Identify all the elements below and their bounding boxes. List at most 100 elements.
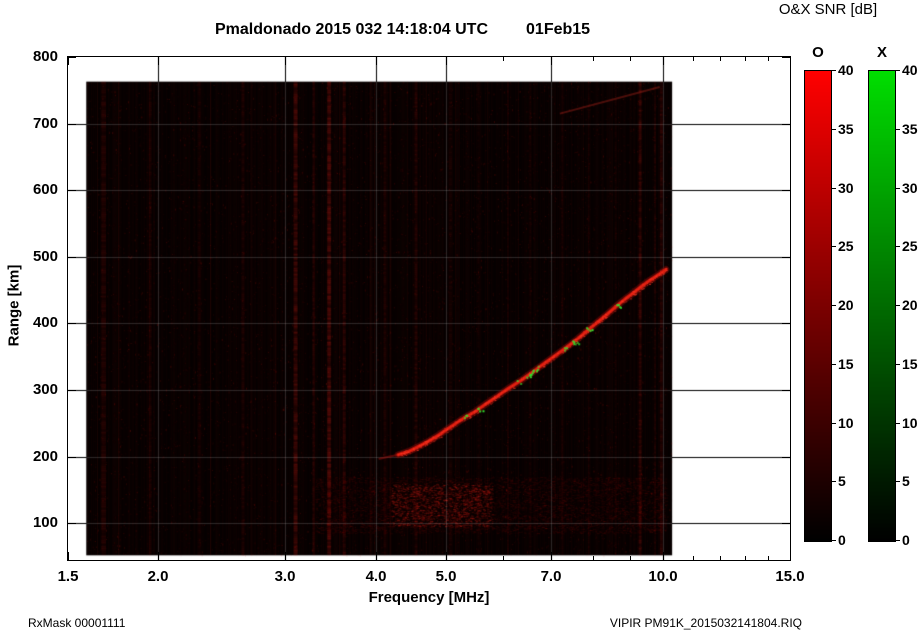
y-tick-mark: [782, 57, 790, 58]
y-tick-mark: [782, 523, 790, 524]
y-tick-mark: [68, 390, 76, 391]
x-colorbar-tick-label: 40: [902, 62, 918, 78]
x-colorbar-tick-label: 35: [902, 120, 918, 137]
ionogram-canvas: [67, 56, 791, 561]
x-colorbar-tick-label: 20: [902, 297, 918, 313]
x-colorbar-tick-mark: [896, 364, 900, 365]
o-colorbar: [804, 70, 832, 542]
o-colorbar-tick-label: 10: [838, 414, 854, 431]
y-tick-mark: [68, 257, 76, 258]
o-colorbar-tick-mark: [832, 423, 836, 424]
plot-title: Pmaldonado 2015 032 14:18:04 UTC 01Feb15: [215, 21, 590, 39]
x-minor-tick-mark: [593, 556, 594, 560]
y-tick-mark: [68, 457, 76, 458]
x-colorbar-tick-mark: [896, 423, 900, 424]
y-tick-mark: [782, 257, 790, 258]
x-tick-mark: [446, 552, 447, 560]
x-minor-tick-mark: [503, 57, 504, 61]
x-colorbar-letter: X: [876, 44, 887, 61]
x-minor-tick-mark: [593, 57, 594, 61]
x-colorbar-tick-label: 25: [902, 238, 918, 255]
o-colorbar-tick-label: 20: [838, 297, 854, 313]
o-colorbar-tick-mark: [832, 70, 836, 71]
x-tick-mark: [446, 57, 447, 65]
y-tick-mark: [782, 457, 790, 458]
o-colorbar-tick-mark: [832, 481, 836, 482]
plot-date: 01Feb15: [526, 21, 591, 38]
x-tick-mark: [551, 57, 552, 65]
x-colorbar-tick-mark: [896, 129, 900, 130]
x-colorbar-tick-label: 0: [902, 532, 910, 548]
x-tick-mark: [68, 57, 69, 65]
x-tick-mark: [663, 57, 664, 65]
x-colorbar-tick-label: 10: [902, 414, 918, 431]
x-tick-label: 10.0: [648, 568, 678, 585]
x-tick-mark: [68, 552, 69, 560]
x-minor-tick-mark: [630, 57, 631, 61]
x-colorbar-tick-label: 30: [902, 179, 918, 196]
x-minor-tick-mark: [693, 556, 694, 560]
x-colorbar-tick-mark: [896, 70, 900, 71]
y-tick-label: 100: [32, 514, 58, 531]
x-tick-mark: [663, 552, 664, 560]
y-tick-label: 500: [32, 248, 58, 265]
o-colorbar-tick-mark: [832, 364, 836, 365]
colorbar-title: O&X SNR [dB]: [778, 1, 878, 18]
x-tick-label: 2.0: [147, 568, 169, 585]
y-tick-mark: [68, 523, 76, 524]
x-minor-tick-mark: [720, 57, 721, 61]
x-colorbar-tick-label: 15: [902, 355, 918, 372]
x-colorbar-tick-label: 5: [902, 473, 910, 490]
x-tick-mark: [376, 552, 377, 560]
x-tick-mark: [158, 57, 159, 65]
x-minor-tick-mark: [503, 556, 504, 560]
x-colorbar-tick-mark: [896, 188, 900, 189]
y-tick-mark: [782, 323, 790, 324]
x-tick-mark: [285, 57, 286, 65]
y-tick-label: 600: [32, 181, 58, 198]
y-tick-mark: [68, 323, 76, 324]
x-minor-tick-mark: [745, 556, 746, 560]
o-colorbar-tick-label: 35: [838, 120, 854, 137]
x-tick-mark: [790, 552, 791, 560]
x-axis-label: Frequency [MHz]: [368, 589, 490, 606]
o-colorbar-tick-mark: [832, 540, 836, 541]
x-tick-label: 3.0: [274, 568, 296, 585]
y-tick-label: 800: [32, 48, 58, 65]
x-colorbar: [868, 70, 896, 542]
x-tick-mark: [285, 552, 286, 560]
plot-title-text: Pmaldonado 2015 032 14:18:04 UTC: [215, 21, 489, 38]
y-tick-label: 200: [32, 448, 58, 465]
x-minor-tick-mark: [693, 57, 694, 61]
x-tick-mark: [551, 552, 552, 560]
x-minor-tick-mark: [720, 556, 721, 560]
x-tick-label: 7.0: [540, 568, 562, 585]
y-tick-label: 400: [32, 314, 58, 331]
o-colorbar-tick-label: 40: [838, 62, 854, 78]
y-tick-mark: [68, 124, 76, 125]
x-tick-label: 1.5: [57, 568, 79, 585]
x-colorbar-tick-mark: [896, 481, 900, 482]
y-tick-mark: [782, 190, 790, 191]
o-colorbar-tick-mark: [832, 188, 836, 189]
y-tick-mark: [68, 57, 76, 58]
o-colorbar-tick-mark: [832, 246, 836, 247]
o-colorbar-tick-label: 30: [838, 179, 854, 196]
o-colorbar-tick-label: 5: [838, 473, 846, 490]
y-tick-mark: [782, 390, 790, 391]
o-colorbar-tick-mark: [832, 305, 836, 306]
x-tick-mark: [376, 57, 377, 65]
x-colorbar-tick-mark: [896, 246, 900, 247]
x-minor-tick-mark: [630, 556, 631, 560]
o-colorbar-tick-label: 25: [838, 238, 854, 255]
rxmask-text: RxMask 00001111: [28, 616, 126, 630]
x-tick-label: 15.0: [775, 568, 805, 585]
source-file-text: VIPIR PM91K_2015032141804.RIQ: [609, 616, 802, 630]
o-colorbar-tick-mark: [832, 129, 836, 130]
x-tick-mark: [158, 552, 159, 560]
y-tick-mark: [68, 190, 76, 191]
o-colorbar-tick-label: 15: [838, 355, 854, 372]
x-minor-tick-mark: [768, 556, 769, 560]
o-colorbar-tick-label: 0: [838, 532, 846, 548]
